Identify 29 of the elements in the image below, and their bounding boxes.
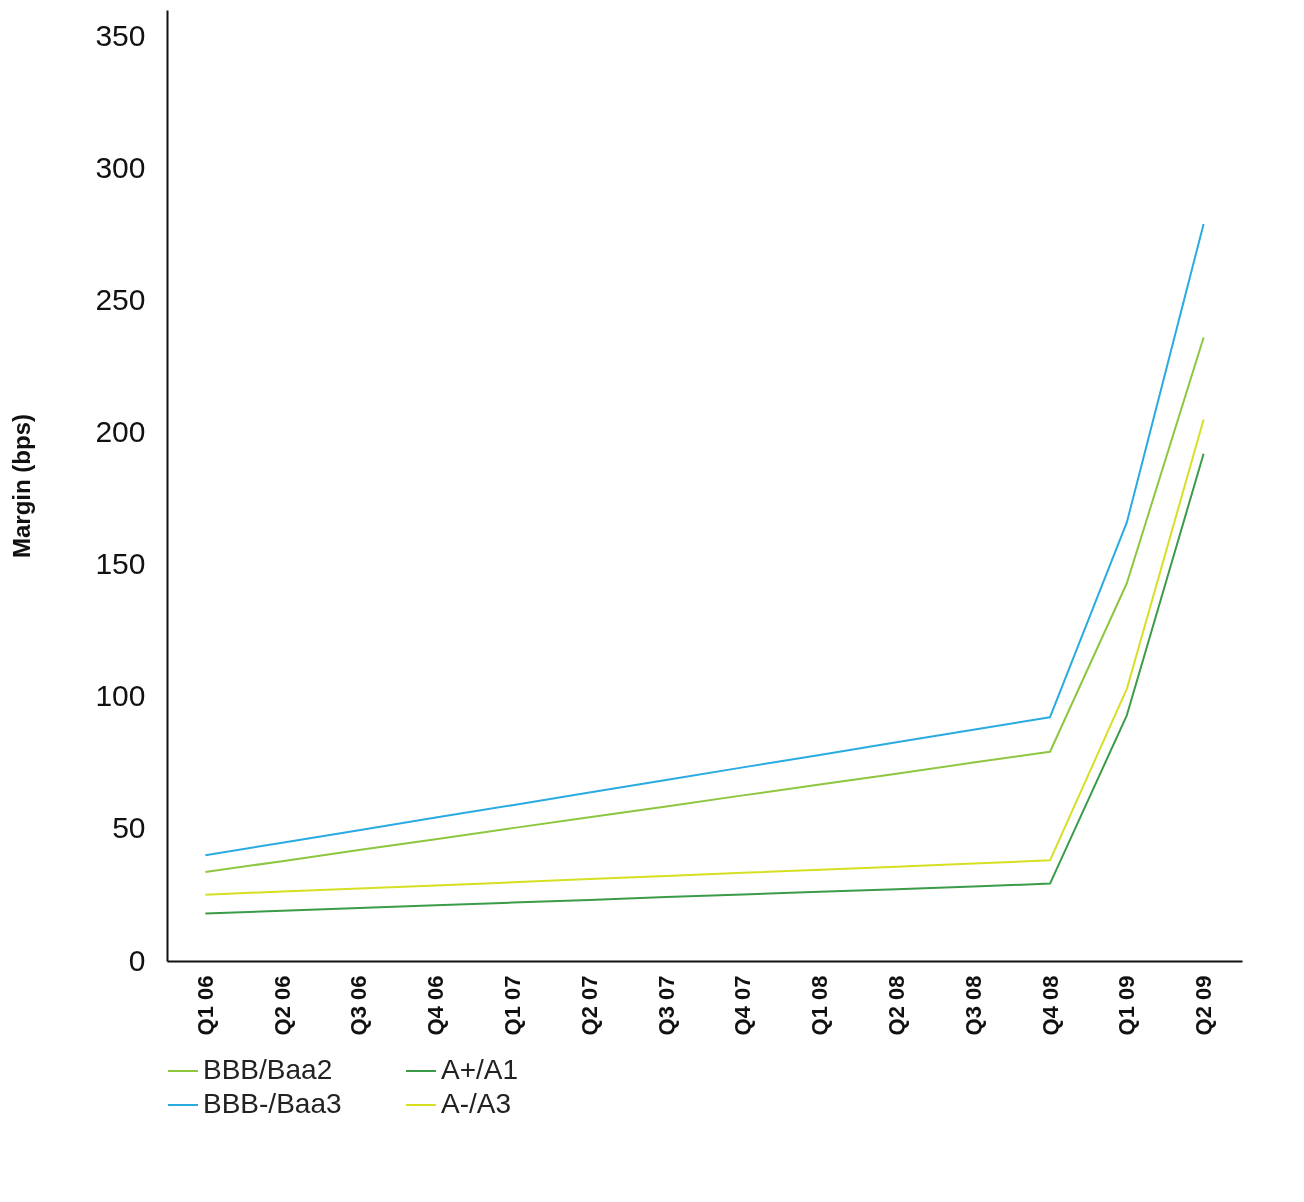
y-tick-label: 50 [112,811,146,845]
x-tick-label: Q3 07 [653,975,679,1036]
x-tick-label: Q4 07 [730,975,756,1036]
y-tick-label: 150 [95,547,146,581]
x-tick-label: Q2 09 [1191,975,1217,1036]
x-tick-label: Q2 08 [883,975,909,1036]
y-tick-label: 350 [95,18,146,52]
line-series [204,336,1205,873]
y-tick-label: 250 [95,283,146,317]
x-tick-label: Q2 06 [269,975,295,1036]
legend-label: BBB-/Baa3 [203,1088,342,1119]
x-tick-label: Q2 07 [576,975,602,1036]
legend-label: BBB/Baa2 [203,1054,333,1085]
x-tick-label: Q1 06 [192,975,218,1036]
y-tick-label: 300 [95,151,146,184]
y-tick-label: 100 [95,679,146,713]
x-tick-label: Q1 07 [500,975,526,1036]
y-tick-label: 200 [95,415,146,449]
legend-label: A+/A1 [441,1054,519,1085]
legend-label: A-/A3 [441,1088,512,1119]
x-tick-label: Q4 08 [1037,975,1063,1036]
line-series [204,222,1205,857]
x-tick-label: Q3 08 [960,975,986,1036]
y-tick-label: 0 [128,943,146,977]
x-tick-label: Q1 08 [807,975,833,1036]
x-tick-label: Q1 09 [1114,975,1140,1036]
x-tick-label: Q3 06 [346,975,372,1036]
y-axis-title: Margin (bps) [8,414,36,558]
x-tick-label: Q4 06 [423,975,449,1036]
